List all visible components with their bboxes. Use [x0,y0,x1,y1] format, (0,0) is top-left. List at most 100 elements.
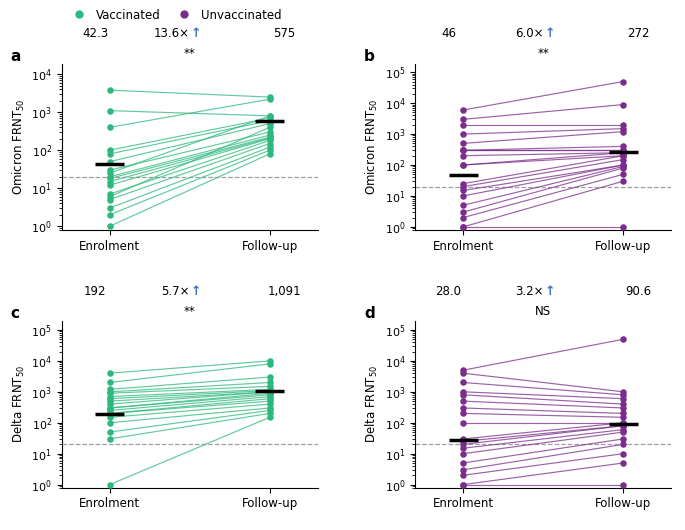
Point [618,428,629,436]
Point [104,190,115,198]
Point [264,146,275,154]
Point [104,413,115,421]
Point [618,435,629,443]
Point [264,131,275,139]
Point [618,148,629,157]
Point [618,440,629,448]
Point [618,152,629,160]
Point [458,179,469,188]
Point [264,385,275,394]
Point [618,152,629,160]
Text: NS: NS [535,305,551,318]
Point [104,404,115,412]
Point [618,459,629,467]
Point [264,409,275,418]
Point [264,133,275,142]
Point [104,157,115,166]
Point [618,100,629,109]
Point [264,136,275,145]
Point [458,214,469,222]
Point [618,164,629,172]
Point [264,400,275,408]
Text: d: d [364,306,375,321]
Point [458,146,469,155]
Point [104,387,115,396]
Point [618,146,629,155]
Point [458,186,469,195]
Point [264,128,275,136]
Text: 13.6×: 13.6× [153,28,190,40]
Point [458,192,469,200]
Point [618,155,629,164]
Point [264,117,275,125]
Text: **: ** [184,305,196,318]
Point [264,404,275,412]
Point [264,357,275,365]
Point [264,135,275,143]
Point [264,119,275,128]
Point [264,112,275,120]
Text: 5.7×: 5.7× [161,285,190,298]
Point [618,162,629,171]
Point [104,419,115,427]
Text: **: ** [537,47,549,60]
Point [264,392,275,401]
Point [458,435,469,443]
Text: a: a [10,49,21,64]
Point [264,386,275,395]
Point [618,335,629,343]
Point [458,146,469,155]
Point [264,114,275,122]
Point [458,208,469,216]
Point [104,172,115,181]
Point [458,120,469,129]
Point [458,391,469,399]
Y-axis label: Delta FRNT$_{50}$: Delta FRNT$_{50}$ [11,366,27,444]
Point [458,161,469,169]
Point [104,392,115,401]
Point [104,397,115,405]
Point [458,465,469,474]
Point [104,385,115,394]
Text: 3.2×: 3.2× [514,285,543,298]
Point [264,149,275,158]
Point [458,440,469,448]
Point [618,148,629,157]
Text: 90.6: 90.6 [625,285,651,298]
Point [264,93,275,101]
Point [458,130,469,138]
Point [264,143,275,152]
Point [264,387,275,396]
Point [458,449,469,458]
Point [264,406,275,414]
Point [264,123,275,131]
Point [458,459,469,467]
Point [458,139,469,148]
Point [104,409,115,418]
Point [104,210,115,219]
Point [618,391,629,399]
Point [618,449,629,458]
Point [104,123,115,131]
Point [618,170,629,179]
Text: 1,091: 1,091 [268,285,301,298]
Point [104,394,115,403]
Point [264,373,275,381]
Point [104,369,115,377]
Point [618,421,629,430]
Point [104,204,115,213]
Point [104,107,115,115]
Point [264,112,275,120]
Point [264,394,275,403]
Point [264,378,275,387]
Point [458,471,469,480]
Point [458,146,469,155]
Point [458,161,469,169]
Point [458,369,469,377]
Point [264,387,275,396]
Point [458,409,469,418]
Point [104,389,115,398]
Point [104,196,115,204]
Point [458,366,469,374]
Point [104,406,115,414]
